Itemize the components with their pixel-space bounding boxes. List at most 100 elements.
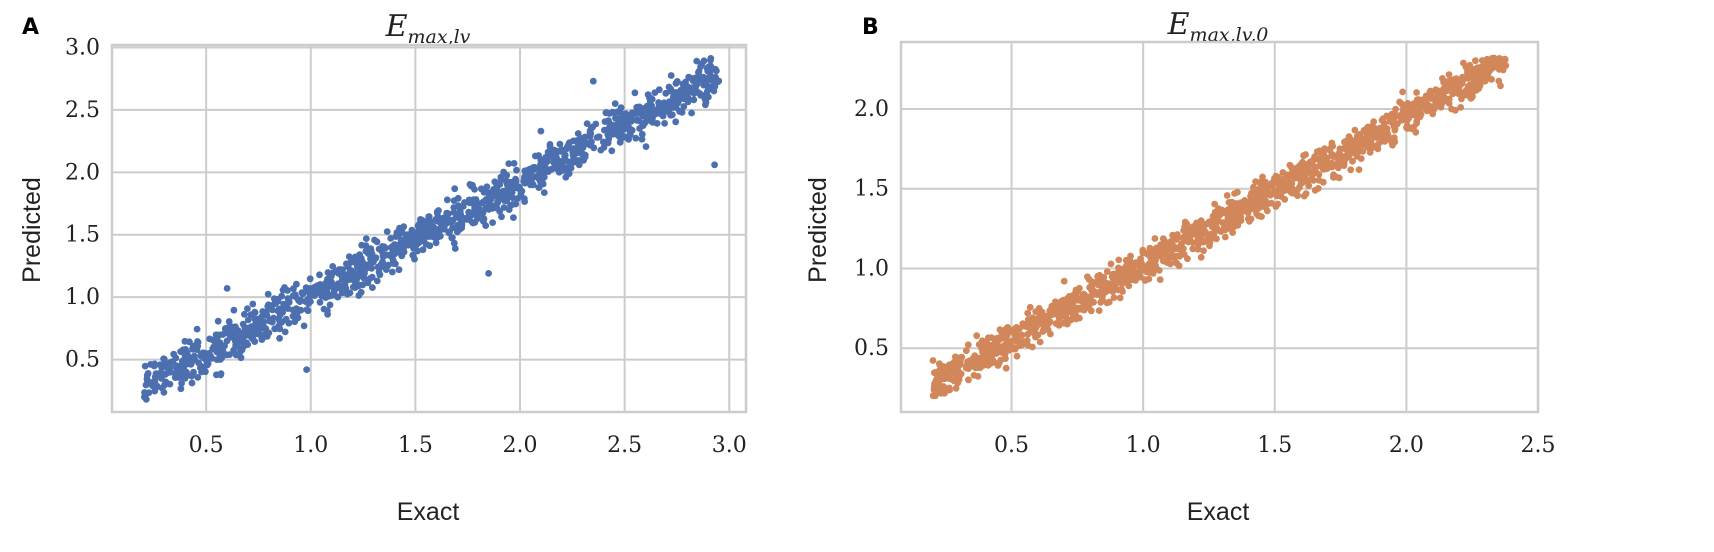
panel-b-data-point (1415, 99, 1423, 107)
panel-b-x-axis-label: Exact (1187, 498, 1250, 526)
panel-a-data-point (704, 82, 711, 90)
panel-a-data-point (622, 110, 630, 117)
panel-a-data-point (161, 371, 169, 378)
panel-b-data-point (1300, 192, 1308, 200)
panel-a-data-point (456, 205, 464, 213)
panel-a-data-point (280, 304, 288, 312)
panel-b-y-ticks: 0.5 1.0 1.5 2.0 (854, 97, 889, 361)
panel-a-data-point (521, 172, 529, 180)
panel-b-data-point (1067, 299, 1075, 307)
panel-b-data-point (945, 361, 953, 369)
panel-a-data-point (262, 333, 270, 340)
panel-a-data-point (491, 204, 499, 212)
panel-b-data-point (1347, 166, 1355, 174)
panel-b-data-point (1413, 117, 1421, 125)
panel-a-data-point (408, 226, 416, 234)
panel-b-data-point (1159, 235, 1167, 243)
panel-a-data-point (329, 263, 337, 270)
panel-a-data-point (186, 338, 193, 346)
panel-a-data-point (322, 279, 330, 287)
panel-a-data-point (647, 109, 655, 117)
panel-b-data-point (1248, 189, 1255, 197)
panel-b-data-point (1427, 104, 1435, 112)
panel-a-data-point (498, 213, 505, 221)
panel-b-data-point (998, 346, 1006, 354)
panel-a-letter: A (22, 15, 39, 40)
panel-a-data-point (521, 198, 528, 206)
panel-a-data-point (175, 365, 183, 372)
panel-b-data-point (1341, 156, 1348, 164)
panel-b-data-point (1234, 200, 1242, 208)
panel-b-data-point (1138, 262, 1146, 270)
panel-b-data-point (1026, 303, 1034, 311)
panel-a-data-point (251, 315, 259, 323)
panel-b-letter: B (862, 15, 879, 40)
panel-a-data-point (236, 336, 243, 344)
panel-b-data-point (1311, 186, 1319, 194)
panel-a-data-point (354, 261, 361, 268)
panel-b-data-point (1356, 131, 1364, 139)
panel-a-data-point (368, 273, 376, 281)
panel-b-data-point (1211, 200, 1218, 208)
panel-a-y-tick-label: 1.5 (65, 223, 100, 248)
panel-a-data-point (293, 280, 300, 288)
panel-a-data-point (190, 368, 197, 376)
panel-b-data-point (1256, 201, 1264, 208)
panel-a-data-point (513, 166, 520, 174)
panel-b-data-point (1288, 180, 1296, 187)
panel-a-data-point (483, 183, 491, 191)
panel-b-data-point (1194, 245, 1202, 253)
panel-a-data-point (270, 300, 278, 308)
panel-b-data-point (1250, 195, 1258, 202)
panel-b-data-point (1120, 278, 1127, 286)
panel-b-data-point (1060, 277, 1068, 285)
panel-b-data-point (1457, 104, 1465, 111)
panel-b-data-point (1189, 245, 1197, 253)
panel-a-data-point (587, 130, 595, 138)
panel-a-data-point (500, 168, 507, 176)
panel-b-data-point (1374, 145, 1382, 153)
panel-b-data-point (1495, 77, 1503, 85)
panel-a-data-point (238, 346, 246, 354)
panel-b-data-point (1156, 244, 1164, 252)
panel-b-data-point (1472, 57, 1479, 65)
panel-a-data-point (276, 334, 283, 342)
panel-a-title: Emax,lv (385, 9, 471, 48)
panel-a-data-point (330, 289, 338, 296)
panel-a-data-point (451, 245, 459, 252)
panel-b-data-point (1225, 205, 1233, 213)
panel-b-data-point (1197, 253, 1205, 261)
panel-a-data-point (244, 305, 251, 312)
panel-a-data-point (658, 105, 665, 113)
panel-b-y-tick-label: 1.5 (854, 177, 889, 202)
panel-a-data-point (251, 338, 259, 345)
panel-b-data-point (1473, 75, 1481, 83)
panel-a-data-point (239, 320, 247, 328)
panel-a-data-point (544, 148, 552, 156)
panel-a-data-point (265, 301, 272, 309)
panel-a-data-point (375, 245, 383, 253)
panel-a-data-point (565, 170, 573, 178)
panel-a-data-point (707, 56, 714, 64)
panel-b-data-point (1483, 66, 1491, 74)
panel-b-data-point (1389, 116, 1397, 124)
panel-a-data-point (303, 306, 311, 313)
panel-b-data-point (1252, 178, 1259, 186)
panel-a-data-point (276, 311, 284, 319)
panel-b-data-point (1163, 259, 1171, 266)
panel-a-data-point (284, 287, 291, 294)
panel-a-data-point (496, 208, 504, 215)
panel-a-data-point (278, 292, 285, 300)
panel-a-data-point (579, 151, 586, 159)
panel-a-x-tick-label: 2.5 (607, 433, 642, 458)
panel-b-data-point (1275, 183, 1283, 190)
panel-b-data-point (1412, 128, 1420, 136)
panel-a-data-point (369, 284, 376, 291)
panel-b-x-tick-label: 2.0 (1389, 433, 1424, 458)
panel-a-data-point (270, 295, 278, 302)
panel-b-data-point (1287, 163, 1295, 171)
panel-b-data-point (988, 334, 995, 341)
panel-b-data-point (1153, 265, 1161, 273)
panel-a-data-point (672, 118, 680, 126)
panel-a-data-point (282, 315, 290, 323)
